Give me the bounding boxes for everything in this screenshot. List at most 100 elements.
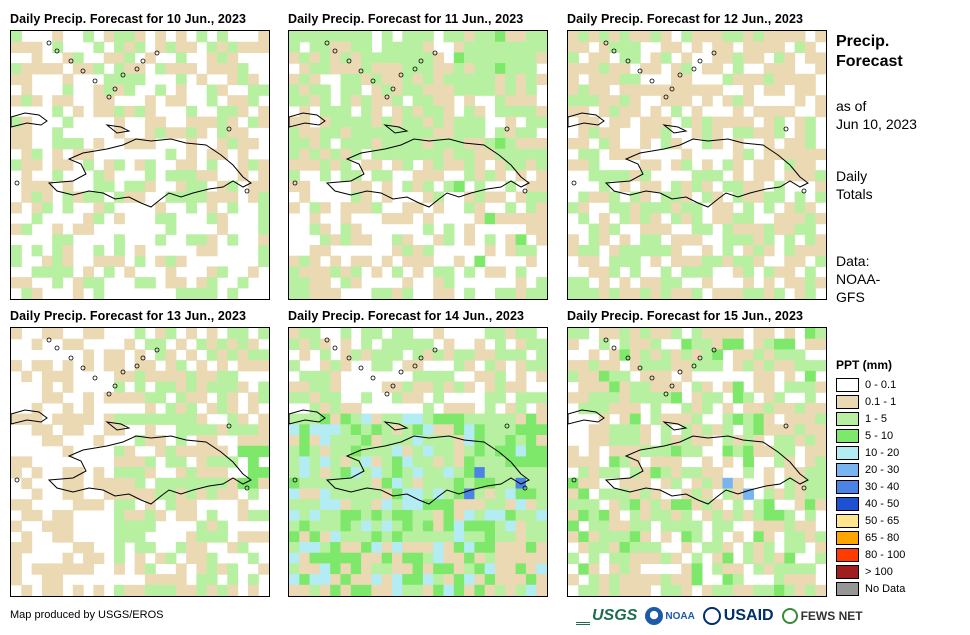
precip-cell [763, 63, 775, 75]
precip-cell [289, 52, 300, 64]
precip-cell [495, 95, 506, 107]
precip-cell [701, 84, 713, 96]
precip-cell [340, 116, 352, 128]
precip-cell [794, 202, 806, 214]
precip-cell [453, 127, 465, 139]
precip-cell [381, 584, 393, 596]
panel-title: Daily Precip. Forecast for 15 Jun., 2023 [567, 309, 804, 323]
precip-cell [206, 563, 218, 575]
precip-cell [671, 349, 682, 361]
precip-cell [609, 424, 621, 436]
precip-cell [784, 509, 796, 522]
precip-cell [433, 584, 445, 596]
precip-cell [671, 467, 682, 479]
precip-cell [412, 370, 424, 383]
precip-cell [629, 148, 641, 160]
precip-cell [206, 445, 218, 457]
precip-cell [361, 63, 372, 75]
precip-cell [588, 370, 600, 383]
precip-cell [340, 127, 352, 139]
precip-cell [392, 95, 403, 107]
precip-cell [691, 381, 703, 393]
precip-cell [712, 191, 724, 203]
precip-cell [134, 277, 146, 289]
precip-cell [62, 509, 74, 522]
precip-cell [361, 477, 372, 490]
precip-cell [536, 287, 547, 299]
precip-cell [598, 191, 610, 203]
precip-cell [671, 413, 682, 425]
precip-cell [743, 245, 754, 257]
precip-cell [237, 445, 249, 457]
precip-cell [619, 456, 631, 468]
precip-cell [453, 499, 465, 511]
precip-cell [412, 360, 424, 372]
precip-cell [83, 63, 94, 75]
precip-cell [433, 138, 445, 150]
precip-cell [134, 370, 146, 383]
precip-cell [763, 73, 775, 86]
precip-cell [525, 499, 537, 511]
precip-cell [484, 73, 496, 86]
precip-cell [422, 563, 434, 575]
precip-cell [217, 563, 228, 575]
precip-cell [515, 105, 527, 118]
precip-cell [309, 488, 321, 500]
precip-cell [681, 499, 693, 511]
precip-cell [114, 467, 125, 479]
precip-cell [289, 202, 300, 214]
precip-cell [815, 424, 826, 436]
precip-cell [598, 435, 610, 447]
precip-cell [609, 499, 621, 511]
precip-cell [763, 467, 775, 479]
precip-cell [515, 73, 527, 86]
precip-cell [660, 191, 672, 203]
precip-cell [691, 413, 703, 425]
precip-cell [629, 266, 641, 278]
precip-cell [103, 255, 115, 267]
precip-cell [381, 509, 393, 522]
precip-cell [681, 424, 693, 436]
precip-grid [11, 31, 269, 299]
precip-cell [712, 477, 724, 490]
hispaniola-coastline [47, 138, 252, 208]
precip-cell [422, 63, 434, 75]
precip-cell [453, 116, 465, 128]
precip-cell [134, 509, 146, 522]
islet-outline [384, 94, 390, 100]
precip-cell [361, 456, 372, 468]
precip-cell [660, 287, 672, 299]
precip-cell [93, 245, 105, 257]
precip-cell [763, 477, 775, 490]
legend-swatch [836, 394, 859, 409]
precip-cell [31, 212, 43, 225]
precip-cell [186, 531, 197, 543]
precip-cell [763, 499, 775, 511]
precip-cell [433, 456, 445, 468]
precip-cell [804, 212, 816, 225]
precip-cell [299, 574, 311, 586]
precip-cell [763, 191, 775, 203]
precip-cell [299, 148, 311, 160]
precip-cell [609, 170, 621, 182]
precip-cell [93, 63, 105, 75]
precip-cell [784, 31, 796, 43]
precip-cell [114, 255, 125, 267]
precip-cell [474, 138, 486, 150]
precip-cell [505, 234, 517, 246]
precip-cell [578, 212, 590, 225]
precip-cell [144, 488, 156, 500]
precip-cell [464, 381, 475, 393]
precip-cell [495, 328, 506, 340]
precip-cell [72, 499, 84, 511]
precip-cell [350, 445, 362, 457]
precip-cell [350, 520, 362, 532]
precip-cell [31, 159, 43, 171]
precip-cell [62, 95, 74, 107]
precip-cell [588, 552, 600, 564]
precip-cell [21, 180, 33, 193]
precip-cell [289, 180, 300, 193]
precip-cell [453, 31, 465, 43]
precip-cell [186, 148, 197, 160]
precip-cell [794, 191, 806, 203]
